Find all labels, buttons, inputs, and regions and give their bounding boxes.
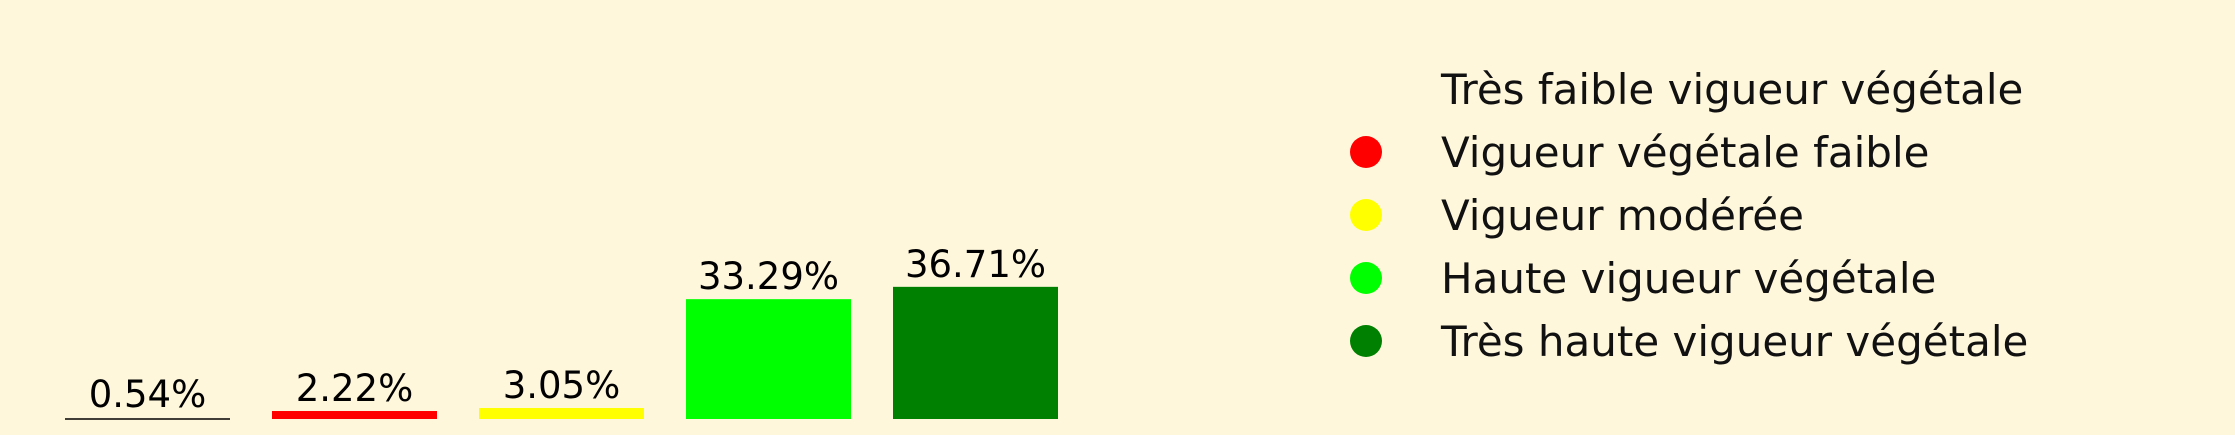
legend-marker-1 bbox=[1350, 73, 1382, 105]
legend-marker-2 bbox=[1350, 136, 1382, 168]
legend-label-5: Très haute vigueur végétale bbox=[1440, 317, 2028, 366]
value-labels-group: 0.54% 2.22% 3.05% 33.29% 36.71% bbox=[89, 243, 1046, 416]
value-label-5: 36.71% bbox=[905, 243, 1046, 286]
legend-marker-3 bbox=[1350, 199, 1382, 231]
bar-2 bbox=[272, 411, 437, 419]
value-label-3: 3.05% bbox=[503, 364, 621, 407]
value-label-2: 2.22% bbox=[296, 367, 414, 410]
legend-marker-5 bbox=[1350, 325, 1382, 357]
value-label-4: 33.29% bbox=[698, 255, 839, 298]
legend: Très faible vigueur végétale Vigueur végé… bbox=[1350, 65, 2028, 366]
legend-label-4: Haute vigueur végétale bbox=[1441, 254, 1936, 303]
bar-4 bbox=[686, 299, 851, 419]
legend-label-2: Vigueur végétale faible bbox=[1441, 128, 1929, 177]
bar-1 bbox=[65, 417, 230, 419]
value-label-1: 0.54% bbox=[89, 373, 207, 416]
bars-group bbox=[65, 286, 1058, 420]
legend-label-3: Vigueur modérée bbox=[1441, 191, 1804, 240]
bar-5 bbox=[893, 286, 1058, 419]
legend-label-1: Très faible vigueur végétale bbox=[1440, 65, 2023, 114]
bar-3 bbox=[479, 408, 644, 419]
legend-marker-4 bbox=[1350, 262, 1382, 294]
